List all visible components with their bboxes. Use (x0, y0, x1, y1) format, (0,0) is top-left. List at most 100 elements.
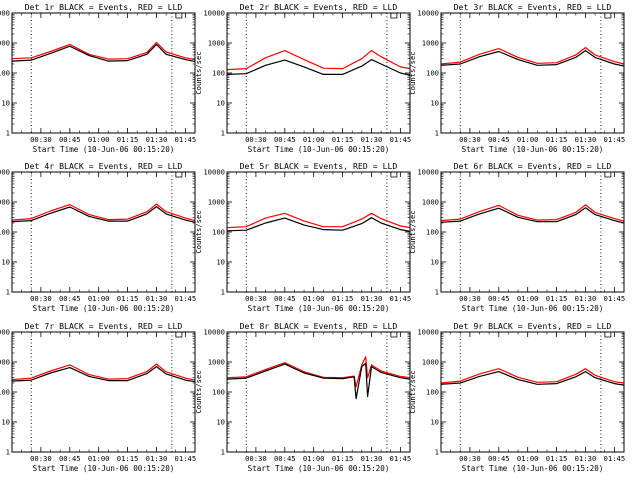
y-tick-label: 1000 (0, 358, 10, 367)
panel-title: Det 1r BLACK = Events, RED = LLD (25, 2, 183, 12)
panel-title: Det 8r BLACK = Events, RED = LLD (240, 321, 398, 331)
y-tick-label: 100 (0, 228, 10, 237)
x-tick-label: 00:45 (59, 454, 81, 463)
y-tick-label: 10000 (0, 168, 10, 177)
y-tick-label: 10 (1, 258, 10, 267)
y-tick-label: 10 (216, 258, 225, 267)
panel-det-8: Det 8r BLACK = Events, RED = LLD Counts/s… (194, 321, 411, 473)
bracket-marker (390, 13, 398, 19)
y-tick-label: 1000 (208, 358, 225, 367)
series-line-lld (226, 49, 411, 71)
panel-title: Det 2r BLACK = Events, RED = LLD (240, 2, 398, 12)
y-tick-label: 1 (6, 448, 10, 457)
series-line-events (440, 371, 625, 386)
y-tick-label: 10000 (417, 9, 439, 18)
y-tick-label: 100 (426, 388, 439, 397)
panel-title: Det 4r BLACK = Events, RED = LLD (25, 161, 183, 171)
y-tick-label: 10000 (0, 328, 10, 337)
y-tick-label: 1000 (0, 39, 10, 48)
x-tick-label: 01:45 (390, 294, 412, 303)
y-tick-label: 1 (435, 288, 439, 297)
y-tick-label: 10000 (203, 168, 225, 177)
x-tick-label: 00:45 (488, 294, 510, 303)
plot-frame (11, 171, 196, 293)
y-tick-label: 100 (426, 228, 439, 237)
panel-title: Det 3r BLACK = Events, RED = LLD (454, 2, 612, 12)
x-tick-label: 01:45 (604, 454, 626, 463)
bracket-marker (604, 13, 612, 19)
y-tick-label: 10 (216, 418, 225, 427)
x-axis-label: Start Time (10-Jun-06 00:15:20) (462, 464, 604, 473)
x-tick-label: 00:30 (245, 454, 267, 463)
y-tick-label: 1000 (422, 358, 439, 367)
y-tick-label: 1 (6, 129, 10, 138)
x-tick-label: 01:45 (604, 294, 626, 303)
y-tick-label: 10 (430, 99, 439, 108)
panel-det-2: Det 2r BLACK = Events, RED = LLD Counts/s… (194, 2, 411, 154)
x-tick-label: 01:00 (88, 294, 110, 303)
panel-title: Det 6r BLACK = Events, RED = LLD (454, 161, 612, 171)
x-tick-label: 00:45 (274, 135, 296, 144)
plot-frame (226, 171, 411, 293)
x-tick-label: 00:45 (59, 294, 81, 303)
y-tick-label: 1000 (422, 39, 439, 48)
x-tick-label: 00:30 (459, 294, 481, 303)
y-tick-label: 10 (216, 99, 225, 108)
x-axis-label: Start Time (10-Jun-06 00:15:20) (33, 464, 175, 473)
y-tick-label: 10000 (203, 328, 225, 337)
bracket-marker (390, 332, 398, 338)
x-tick-label: 00:30 (30, 454, 52, 463)
series-line-events (11, 43, 196, 63)
x-axis-label: Start Time (10-Jun-06 00:15:20) (33, 304, 175, 313)
y-tick-label: 100 (212, 69, 225, 78)
series-line-events (226, 217, 411, 232)
x-axis-label: Start Time (10-Jun-06 00:15:20) (248, 145, 390, 154)
x-axis-label: Start Time (10-Jun-06 00:15:20) (462, 304, 604, 313)
x-tick-label: 01:00 (88, 135, 110, 144)
x-tick-label: 01:15 (332, 454, 354, 463)
series-line-lld (226, 212, 411, 229)
y-tick-label: 10 (1, 99, 10, 108)
x-tick-label: 01:15 (117, 454, 139, 463)
series-line-lld (440, 204, 625, 222)
panel-title: Det 9r BLACK = Events, RED = LLD (454, 321, 612, 331)
x-tick-label: 01:15 (332, 135, 354, 144)
x-tick-label: 01:45 (604, 135, 626, 144)
y-tick-label: 1000 (208, 198, 225, 207)
panel-title: Det 7r BLACK = Events, RED = LLD (25, 321, 183, 331)
y-tick-label: 100 (426, 69, 439, 78)
x-tick-label: 01:30 (575, 135, 597, 144)
x-tick-label: 01:45 (390, 454, 412, 463)
y-tick-label: 100 (212, 228, 225, 237)
x-tick-label: 01:30 (146, 294, 168, 303)
y-tick-label: 1000 (422, 198, 439, 207)
x-tick-label: 01:15 (117, 135, 139, 144)
plot-frame (11, 331, 196, 453)
y-tick-label: 1 (221, 129, 225, 138)
x-tick-label: 01:15 (332, 294, 354, 303)
y-tick-label: 10000 (417, 328, 439, 337)
y-tick-label: 100 (0, 388, 10, 397)
bracket-marker (175, 332, 183, 338)
bracket-marker (604, 172, 612, 178)
y-tick-label: 1 (6, 288, 10, 297)
plot-frame (226, 331, 411, 453)
x-tick-label: 01:30 (361, 135, 383, 144)
x-tick-label: 01:00 (517, 135, 539, 144)
x-tick-label: 00:30 (245, 294, 267, 303)
y-tick-label: 1000 (0, 198, 10, 207)
x-tick-label: 00:30 (245, 135, 267, 144)
y-axis-label: Counts/sec (408, 210, 417, 253)
x-tick-label: 01:00 (517, 454, 539, 463)
panel-title: Det 5r BLACK = Events, RED = LLD (240, 161, 398, 171)
series-line-lld (440, 368, 625, 384)
panel-det-1: Det 1r BLACK = Events, RED = LLDCounts/s… (0, 2, 196, 154)
x-axis-label: Start Time (10-Jun-06 00:15:20) (462, 145, 604, 154)
y-axis-label: Counts/sec (194, 51, 203, 94)
series-line-lld (440, 46, 625, 65)
x-tick-label: 01:30 (146, 135, 168, 144)
x-tick-label: 01:30 (146, 454, 168, 463)
plot-frame (440, 12, 625, 134)
series-line-lld (11, 41, 196, 61)
x-tick-label: 00:45 (274, 294, 296, 303)
